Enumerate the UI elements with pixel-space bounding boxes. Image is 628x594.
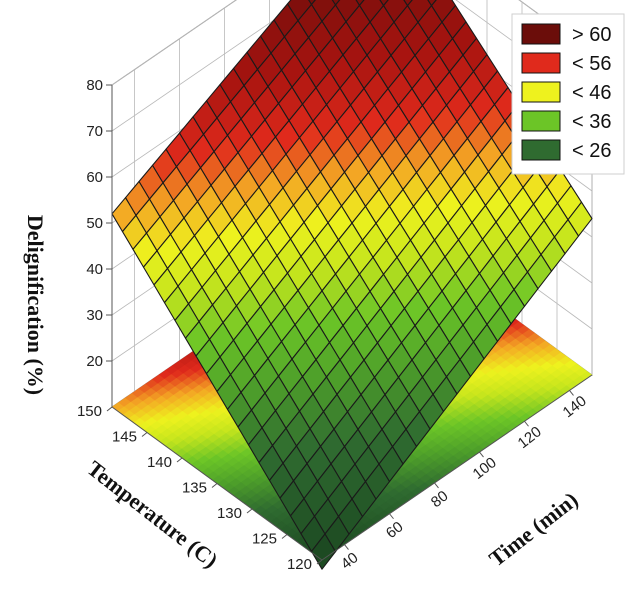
x-tick-label: 120	[515, 423, 545, 452]
legend-label: < 46	[572, 82, 611, 104]
y-tick-label: 125	[252, 531, 277, 548]
x-tick-mark	[389, 513, 394, 520]
legend-swatch	[521, 52, 561, 74]
y-tick-mark	[316, 559, 323, 565]
legend-label: > 60	[572, 24, 611, 46]
y-tick-mark	[281, 534, 288, 539]
surface-cell	[403, 0, 413, 7]
time-axis-line	[321, 374, 593, 561]
z-tick-label: 50	[86, 215, 103, 232]
z-tick-label: 70	[86, 123, 103, 140]
y-tick-label: 145	[112, 429, 137, 446]
y-tick-mark	[141, 432, 148, 437]
x-tick-label: 60	[383, 518, 407, 542]
z-tick-label: 80	[86, 77, 103, 94]
z-axis-title: Delignification (%)	[23, 215, 48, 395]
y-axis-title: Temperature (C)	[83, 456, 223, 573]
surface-cell	[355, 0, 365, 6]
x-tick-mark	[479, 451, 484, 458]
z-axis-ticks: 20 30 40 50 60 70 80	[86, 77, 112, 370]
x-tick-label: 100	[470, 454, 500, 483]
z-tick-label: 60	[86, 169, 103, 186]
surface-cell	[379, 0, 389, 7]
legend-label: < 36	[572, 111, 611, 133]
y-axis-ticks: 120 125 130 135 140 145 150	[77, 403, 323, 573]
y-tick-label: 130	[217, 505, 242, 522]
legend-swatch	[521, 139, 561, 161]
x-tick-label: 40	[338, 549, 362, 573]
z-tick-label: 30	[86, 307, 103, 324]
surface-cell	[331, 0, 341, 6]
y-tick-mark	[211, 483, 218, 488]
surface-cell	[427, 0, 437, 7]
legend-swatch	[521, 81, 561, 103]
legend-label: < 26	[572, 140, 611, 162]
legend-swatch	[521, 110, 561, 132]
y-tick-mark	[106, 406, 113, 412]
response-surface	[111, 0, 593, 570]
y-tick-mark	[176, 457, 183, 463]
y-tick-label: 140	[147, 454, 172, 471]
x-tick-mark	[524, 420, 529, 427]
legend-label: < 56	[572, 53, 611, 75]
x-tick-label: 80	[428, 488, 452, 512]
y-tick-label: 135	[182, 480, 207, 497]
x-tick-mark	[434, 482, 439, 489]
y-tick-label: 120	[287, 556, 312, 573]
z-tick-label: 20	[86, 353, 103, 370]
x-tick-mark	[344, 544, 349, 550]
x-axis-title: Time (min)	[484, 487, 582, 572]
legend: > 60 < 56 < 46 < 36 < 26	[511, 13, 625, 175]
z-tick-label: 40	[86, 261, 103, 278]
legend-swatch	[521, 23, 561, 45]
x-tick-mark	[569, 390, 574, 396]
surface-cell	[310, 533, 337, 570]
y-tick-mark	[246, 508, 253, 514]
x-tick-label: 140	[560, 392, 590, 421]
y-tick-label: 150	[77, 403, 102, 420]
